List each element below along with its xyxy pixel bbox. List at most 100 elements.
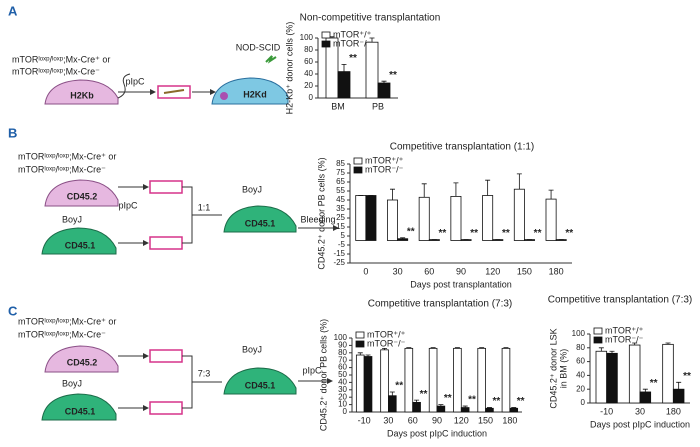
legend-label: mTOR⁻/⁻ xyxy=(333,38,372,48)
bar xyxy=(365,195,377,241)
error-bar xyxy=(676,381,682,390)
legend-swatch xyxy=(593,327,603,335)
error-bar xyxy=(421,183,427,198)
legend-label: mTOR⁺/⁺ xyxy=(605,325,644,335)
error-bar xyxy=(516,173,522,190)
mouse xyxy=(41,393,117,421)
x-tick-label: -10 xyxy=(358,415,371,425)
connector xyxy=(182,186,222,244)
y-tick-label: 20 xyxy=(576,384,585,393)
panel-label: B xyxy=(8,125,17,140)
chart-title: Competitive transplantation (7:3) xyxy=(548,295,693,306)
y-tick-label: 15 xyxy=(336,222,345,231)
legend-swatch xyxy=(353,166,363,174)
injected-cells xyxy=(220,92,228,100)
y-axis-label: CD45.2⁺ donor LSK xyxy=(548,328,558,408)
bar xyxy=(377,82,391,99)
error-bar xyxy=(609,350,615,354)
y-tick-label: 55 xyxy=(336,186,345,195)
error-bar xyxy=(369,37,375,43)
mouse-label: CD45.1 xyxy=(245,380,276,390)
error-bar xyxy=(357,352,363,356)
mouse-label: CD45.1 xyxy=(65,406,96,416)
genotype: mTORˡᵒˣᵖ/ˡᵒˣᵖ;Mx-Cre⁺ or xyxy=(18,151,116,161)
bar xyxy=(365,41,379,99)
mouse-label: CD45.1 xyxy=(245,218,276,228)
legend-label: mTOR⁺/⁺ xyxy=(333,29,372,39)
x-tick-label: 120 xyxy=(454,415,469,425)
y-tick-label: 80 xyxy=(338,348,347,357)
error-bar xyxy=(406,347,412,349)
x-tick-label: 120 xyxy=(485,266,500,276)
genotype: mTORˡᵒˣᵖ/ˡᵒˣᵖ;Mx-Cre⁺ or xyxy=(18,316,116,326)
bar xyxy=(509,407,519,413)
x-tick-label: 150 xyxy=(517,266,532,276)
bar xyxy=(355,195,367,241)
ratio: 1:1 xyxy=(198,202,211,212)
x-tick-label: 90 xyxy=(432,415,442,425)
significance: ** xyxy=(407,226,415,237)
legend-swatch xyxy=(321,31,331,39)
strain: BoyJ xyxy=(242,344,262,354)
diagram-b: B mTORˡᵒˣᵖ/ˡᵒˣᵖ;Mx-Cre⁺ or mTORˡᵒˣᵖ/ˡᵒˣᵖ… xyxy=(8,125,339,255)
error-bar xyxy=(381,80,387,83)
legend-label: mTOR⁻/⁻ xyxy=(605,334,644,344)
x-tick-label: 90 xyxy=(456,266,466,276)
legend-swatch xyxy=(355,340,365,348)
error-bar xyxy=(503,347,509,349)
y-tick-label: 30 xyxy=(338,385,347,394)
bar xyxy=(380,349,389,413)
bar xyxy=(501,347,511,413)
y-tick-label: 40 xyxy=(576,371,585,380)
x-tick-label: 180 xyxy=(666,406,681,416)
genotype: mTORˡᵒˣᵖ/ˡᵒˣᵖ;Mx-Cre⁻ xyxy=(12,66,100,76)
strain: BoyJ xyxy=(62,214,82,224)
significance: ** xyxy=(534,228,542,239)
mouse xyxy=(211,77,289,105)
x-tick-label: 60 xyxy=(424,266,434,276)
error-bar xyxy=(486,407,492,409)
treatment: pIpC xyxy=(302,365,322,375)
error-bar xyxy=(632,342,638,346)
bar xyxy=(453,347,462,413)
bar xyxy=(388,395,397,413)
y-tick-label: 40 xyxy=(304,69,313,78)
x-tick-label: 150 xyxy=(478,415,493,425)
bar xyxy=(428,347,438,413)
x-tick-label: 180 xyxy=(502,415,517,425)
x-axis-label: Days post transplantation xyxy=(410,279,512,289)
y-tick-label: 70 xyxy=(338,355,347,364)
bar xyxy=(662,343,674,404)
bar xyxy=(477,347,486,413)
y-tick-label: 20 xyxy=(304,81,313,90)
x-tick-label: PB xyxy=(372,101,384,111)
bar xyxy=(460,407,470,413)
cells-box xyxy=(149,236,183,250)
significance: ** xyxy=(395,381,403,392)
bar xyxy=(545,198,557,241)
strain: BoyJ xyxy=(242,184,262,194)
mouse xyxy=(223,205,297,233)
y-tick-label: 20 xyxy=(338,392,347,401)
y-tick-label: 80 xyxy=(304,45,313,54)
treatment: pIpC xyxy=(125,76,145,86)
significance: ** xyxy=(470,228,478,239)
y-tick-label: -25 xyxy=(333,258,345,267)
mouse xyxy=(44,179,119,207)
mouse-tail xyxy=(117,73,131,99)
y-tick-label: -15 xyxy=(333,249,345,258)
y-axis-label: CD45.2⁺ donor PB cells (%) xyxy=(318,319,328,431)
significance: ** xyxy=(565,228,573,239)
bar xyxy=(363,356,373,413)
bar xyxy=(595,350,608,404)
error-bar xyxy=(479,347,485,349)
y-tick-label: 25 xyxy=(336,213,345,222)
mouse xyxy=(223,367,297,395)
x-tick-label: 30 xyxy=(393,266,403,276)
diagram-c: C mTORˡᵒˣᵖ/ˡᵒˣᵖ;Mx-Cre⁺ or mTORˡᵒˣᵖ/ˡᵒˣᵖ… xyxy=(8,303,333,421)
legend-label: mTOR⁻/⁻ xyxy=(365,164,404,174)
mouse-label: H2Kd xyxy=(243,89,267,99)
significance: ** xyxy=(517,396,525,407)
significance: ** xyxy=(650,378,658,389)
legend-label: mTOR⁻/⁻ xyxy=(367,338,406,348)
